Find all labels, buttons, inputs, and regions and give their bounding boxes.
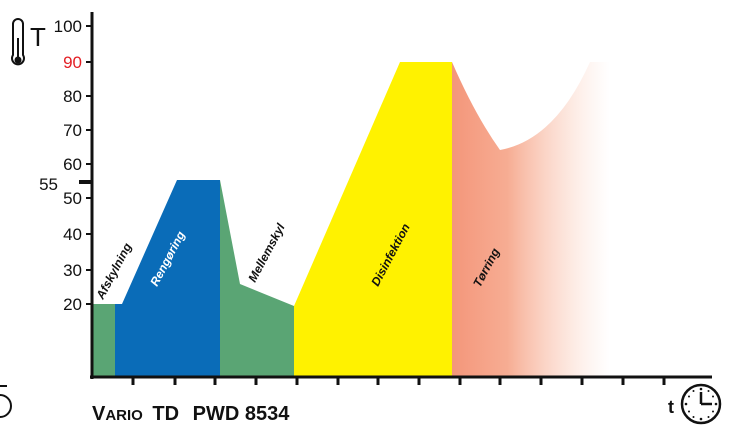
temperature-symbol: T <box>30 22 46 52</box>
y-tick-label-70: 70 <box>63 121 82 140</box>
y-tick-label-30: 30 <box>63 261 82 280</box>
diagram-title: VARIO TD PWD 8534 <box>92 403 290 425</box>
y-tick-label-90: 90 <box>63 53 82 72</box>
brand-initial: V <box>92 403 106 425</box>
y-tick-label-80: 80 <box>63 87 82 106</box>
y-marker-55 <box>79 180 93 184</box>
phase-label-mellemskyl: Mellemskyl <box>245 221 288 285</box>
y-tick-label-100: 100 <box>54 17 82 36</box>
product-code: PWD 8534 <box>193 403 291 425</box>
x-axis-ticks <box>131 377 666 385</box>
brand-rest: ARIO <box>105 407 143 424</box>
brand-model: TD <box>152 403 179 425</box>
y-axis-ticks <box>86 25 92 305</box>
phase-area-afskylning <box>92 304 122 377</box>
left-edge-clock-fragment <box>0 394 12 418</box>
thermometer-icon <box>11 18 25 66</box>
y-tick-label-40: 40 <box>63 225 82 244</box>
y-tick-label-20: 20 <box>63 295 82 314</box>
y-marker-label-55: 55 <box>39 175 58 194</box>
phase-area-rengoring <box>115 180 220 377</box>
phase-area-torring <box>452 62 610 377</box>
clock-icon <box>680 383 722 425</box>
y-tick-label-60: 60 <box>63 155 82 174</box>
y-tick-label-50: 50 <box>63 189 82 208</box>
phase-area-disinfektion <box>294 62 452 377</box>
time-symbol: t <box>668 397 674 417</box>
phase-area-mellemskyl <box>220 180 294 377</box>
